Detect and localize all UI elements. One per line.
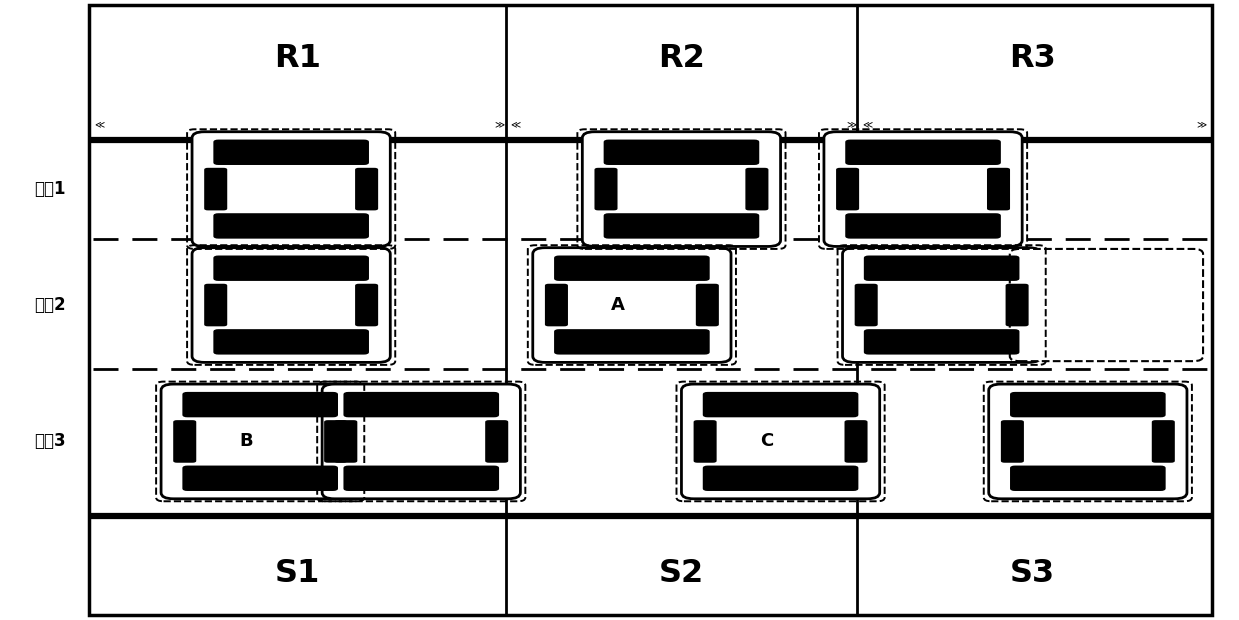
FancyBboxPatch shape xyxy=(746,168,768,210)
FancyBboxPatch shape xyxy=(845,213,1001,239)
Text: ≪: ≪ xyxy=(94,119,104,129)
FancyBboxPatch shape xyxy=(694,420,716,463)
FancyBboxPatch shape xyxy=(1010,466,1166,491)
FancyBboxPatch shape xyxy=(703,466,859,491)
FancyBboxPatch shape xyxy=(1010,392,1166,417)
Text: S1: S1 xyxy=(275,558,320,589)
Text: ≪: ≪ xyxy=(862,119,872,129)
FancyBboxPatch shape xyxy=(204,284,227,326)
FancyBboxPatch shape xyxy=(182,392,338,417)
FancyBboxPatch shape xyxy=(836,168,859,210)
FancyBboxPatch shape xyxy=(1006,284,1028,326)
FancyBboxPatch shape xyxy=(545,284,567,326)
FancyBboxPatch shape xyxy=(204,168,227,210)
FancyBboxPatch shape xyxy=(595,168,617,210)
Text: R2: R2 xyxy=(658,43,705,74)
FancyBboxPatch shape xyxy=(486,420,508,463)
Text: ≫: ≫ xyxy=(846,119,856,129)
FancyBboxPatch shape xyxy=(1010,249,1203,361)
FancyBboxPatch shape xyxy=(603,140,760,165)
FancyBboxPatch shape xyxy=(843,247,1041,362)
FancyBboxPatch shape xyxy=(213,213,369,239)
Text: 车匝1: 车匝1 xyxy=(33,180,66,198)
FancyBboxPatch shape xyxy=(213,329,369,355)
Text: C: C xyxy=(760,432,773,451)
FancyBboxPatch shape xyxy=(343,392,499,417)
Text: 车匝3: 车匝3 xyxy=(33,432,66,451)
FancyBboxPatch shape xyxy=(1001,420,1023,463)
FancyBboxPatch shape xyxy=(182,466,338,491)
FancyBboxPatch shape xyxy=(989,384,1187,498)
FancyBboxPatch shape xyxy=(322,384,520,498)
Text: R3: R3 xyxy=(1009,43,1056,74)
FancyBboxPatch shape xyxy=(554,255,710,281)
FancyBboxPatch shape xyxy=(845,140,1001,165)
FancyBboxPatch shape xyxy=(213,140,369,165)
FancyBboxPatch shape xyxy=(192,132,390,247)
FancyBboxPatch shape xyxy=(554,329,710,355)
Text: ≫: ≫ xyxy=(494,119,504,129)
FancyBboxPatch shape xyxy=(855,284,877,326)
FancyBboxPatch shape xyxy=(864,255,1020,281)
FancyBboxPatch shape xyxy=(356,284,378,326)
Text: 车匝2: 车匝2 xyxy=(33,296,66,314)
Text: S2: S2 xyxy=(659,558,704,589)
FancyBboxPatch shape xyxy=(824,132,1022,247)
FancyBboxPatch shape xyxy=(696,284,719,326)
FancyBboxPatch shape xyxy=(213,255,369,281)
FancyBboxPatch shape xyxy=(845,420,867,463)
FancyBboxPatch shape xyxy=(161,384,359,498)
FancyBboxPatch shape xyxy=(325,420,347,463)
FancyBboxPatch shape xyxy=(192,247,390,362)
FancyBboxPatch shape xyxy=(173,420,196,463)
FancyBboxPatch shape xyxy=(356,168,378,210)
Text: B: B xyxy=(239,432,253,451)
FancyBboxPatch shape xyxy=(335,420,357,463)
Text: ≪: ≪ xyxy=(510,119,520,129)
FancyBboxPatch shape xyxy=(681,384,880,498)
FancyBboxPatch shape xyxy=(703,392,859,417)
FancyBboxPatch shape xyxy=(1152,420,1175,463)
Text: R1: R1 xyxy=(274,43,321,74)
FancyBboxPatch shape xyxy=(987,168,1010,210)
FancyBboxPatch shape xyxy=(582,132,781,247)
Text: ≫: ≫ xyxy=(1197,119,1207,129)
Text: S3: S3 xyxy=(1010,558,1054,589)
FancyBboxPatch shape xyxy=(343,466,499,491)
FancyBboxPatch shape xyxy=(533,247,731,362)
Text: A: A xyxy=(611,296,624,314)
FancyBboxPatch shape xyxy=(603,213,760,239)
FancyBboxPatch shape xyxy=(864,329,1020,355)
